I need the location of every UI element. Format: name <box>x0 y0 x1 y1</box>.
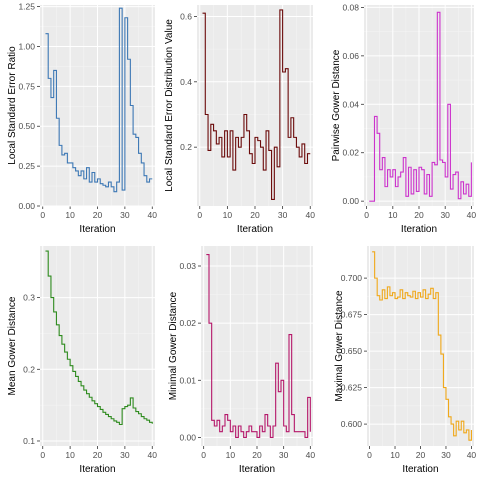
y-tick-label: 0.00 <box>179 432 196 442</box>
x-tick-label: 0 <box>40 210 45 220</box>
series-step-line <box>45 7 153 193</box>
chart-panel-3: 0 10 20 30 40 0.00 0.02 0.04 0.06 0.08 Iteration Pa… <box>331 2 476 235</box>
series-step-line <box>369 11 472 202</box>
x-tick-label: 0 <box>367 450 372 460</box>
x-tick-label: 10 <box>390 450 400 460</box>
x-axis-title: Iteration <box>402 464 438 475</box>
x-tick-label: 30 <box>120 450 130 460</box>
y-axis-title: Mean Gower Distance <box>7 296 18 395</box>
x-tick-label: 40 <box>467 210 477 220</box>
x-axis-title: Iteration <box>239 464 275 475</box>
y-tick-label: 0.6 <box>180 11 192 21</box>
series-step-line <box>45 250 153 426</box>
y-tick-label: 0.01 <box>179 375 196 385</box>
x-tick-label: 30 <box>279 450 289 460</box>
chart-panel-5: 0 10 20 30 40 0.00 0.01 0.02 0.03 Iteration Minima… <box>168 246 315 475</box>
y-tick-label: 0.4 <box>180 77 192 87</box>
x-tick-label: 0 <box>364 210 369 220</box>
x-tick-label: 0 <box>201 450 206 460</box>
x-tick-label: 20 <box>252 450 262 460</box>
series-step-line <box>202 9 311 201</box>
x-tick-label: 40 <box>467 450 477 460</box>
x-tick-label: 20 <box>93 450 103 460</box>
y-tick-label: 0.50 <box>18 121 35 131</box>
y-axis-title: Minimal Gower Distance <box>168 291 179 400</box>
y-tick-label: 1.25 <box>18 2 35 12</box>
chart-panel-6: 0 10 20 30 40 0.600 0.625 0.650 0.675 0.700 Iterat… <box>334 246 476 475</box>
y-tick-label: 0.03 <box>179 261 196 271</box>
y-tick-label: 0.08 <box>342 2 359 12</box>
chart-panel-1: 0 10 20 30 40 0.00 0.25 0.50 0.75 1.00 1.25 Iterati… <box>7 2 157 235</box>
y-tick-label: 0.625 <box>341 383 363 393</box>
y-tick-label: 0.04 <box>342 99 359 109</box>
x-tick-label: 40 <box>306 450 316 460</box>
x-tick-label: 10 <box>223 210 233 220</box>
y-tick-label: 0.700 <box>341 273 363 283</box>
y-tick-label: 0.02 <box>179 318 196 328</box>
y-tick-label: 0.2 <box>23 364 35 374</box>
series-step-line <box>372 251 472 441</box>
y-tick-label: 0.25 <box>18 161 35 171</box>
x-axis-title: Iteration <box>401 224 437 235</box>
x-tick-label: 0 <box>40 450 45 460</box>
x-tick-label: 0 <box>197 210 202 220</box>
y-tick-label: 0.06 <box>342 51 359 61</box>
x-tick-label: 20 <box>414 210 424 220</box>
x-tick-label: 30 <box>440 210 450 220</box>
y-tick-label: 0.75 <box>18 81 35 91</box>
chart-panel-4: 0 10 20 30 40 0.1 0.2 0.3 Iteration Mean Gower Di… <box>7 246 157 475</box>
x-tick-label: 10 <box>388 210 398 220</box>
x-tick-label: 30 <box>120 210 130 220</box>
y-axis-title: Local Standard Error Distribution Value <box>164 19 175 192</box>
x-tick-label: 30 <box>441 450 451 460</box>
y-tick-label: 0.02 <box>342 148 359 158</box>
x-tick-label: 40 <box>148 450 158 460</box>
x-tick-label: 10 <box>65 450 75 460</box>
x-tick-label: 40 <box>148 210 158 220</box>
y-tick-label: 0.600 <box>341 419 363 429</box>
x-tick-label: 20 <box>416 450 426 460</box>
y-tick-label: 0.675 <box>341 310 363 320</box>
series-step-line <box>206 254 311 438</box>
y-tick-label: 0.3 <box>23 293 35 303</box>
x-axis-title: Iteration <box>79 224 115 235</box>
y-axis-title: Local Standard Error Ratio <box>7 46 18 165</box>
x-tick-label: 40 <box>306 210 316 220</box>
y-tick-label: 1.00 <box>18 41 35 51</box>
x-axis-title: Iteration <box>79 464 115 475</box>
chart-panel-2: 0 10 20 30 40 0.2 0.4 0.6 Iteration Local Standar… <box>164 5 315 235</box>
y-tick-label: 0.2 <box>180 142 192 152</box>
y-tick-label: 0.00 <box>342 196 359 206</box>
x-tick-label: 20 <box>93 210 103 220</box>
y-tick-label: 0.00 <box>18 201 35 211</box>
x-tick-label: 30 <box>278 210 288 220</box>
x-axis-title: Iteration <box>237 224 273 235</box>
y-tick-label: 0.1 <box>23 436 35 446</box>
x-tick-label: 10 <box>65 210 75 220</box>
y-axis-title: Pairwise Gower Distance <box>331 49 342 161</box>
y-tick-label: 0.650 <box>341 346 363 356</box>
y-axis-title: Maximal Gower Distance <box>334 290 345 402</box>
x-tick-label: 20 <box>250 210 260 220</box>
x-tick-label: 10 <box>226 450 236 460</box>
